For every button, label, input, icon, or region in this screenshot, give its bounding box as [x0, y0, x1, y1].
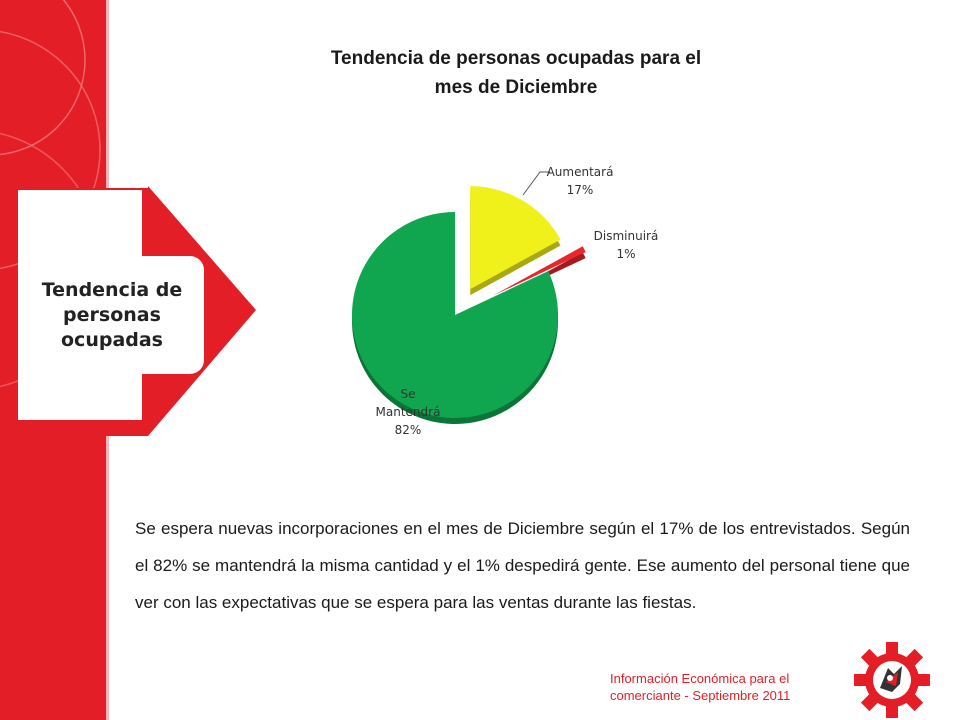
slice-label-3: Se Mantendrá 82%	[376, 387, 441, 437]
section-label-text: Tendencia de personas ocupadas	[41, 278, 183, 351]
footer-credit: Información Económica para el comerciant…	[610, 670, 845, 704]
leader-line	[522, 171, 550, 196]
gear-logo-icon	[854, 642, 930, 718]
page-title: Tendencia de personas ocupadas para el m…	[256, 44, 776, 102]
slice-label-2: Disminuirá 1%	[594, 229, 659, 261]
pie-slice-aumentar-	[470, 186, 561, 290]
section-label: Tendencia de personas ocupadas	[20, 256, 204, 374]
pie-slice-se-mantendr-	[352, 212, 558, 418]
slice-label-1: Aumentará 17%	[547, 165, 614, 197]
pie-slice-disminuir-	[492, 246, 586, 296]
footer-line-1: Información Económica para el	[610, 671, 790, 686]
pie-chart: Aumentará 17% Disminuirá 1% Se Mantendrá 82%	[352, 165, 659, 437]
page-title-line-2: mes de Diciembre	[434, 77, 598, 98]
page-title-line-1: Tendencia de personas ocupadas para el	[330, 48, 702, 69]
footer-line-2: comerciante - Septiembre 2011	[610, 688, 791, 703]
description-paragraph: Se espera nuevas incorporaciones en el m…	[135, 519, 910, 612]
